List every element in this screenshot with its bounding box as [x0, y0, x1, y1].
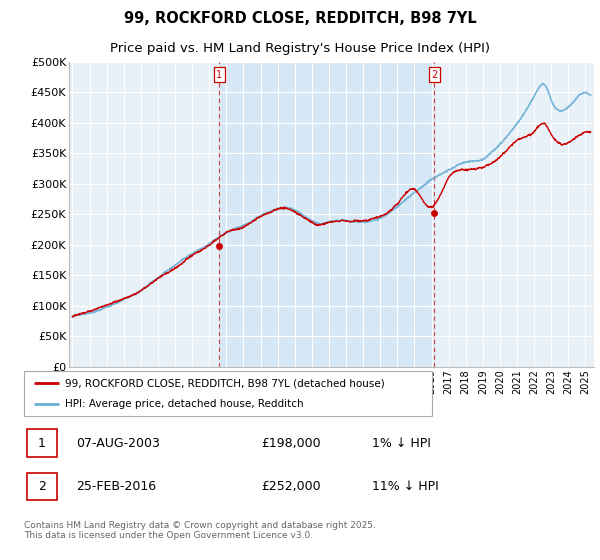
- Text: 1: 1: [38, 437, 46, 450]
- Text: 2: 2: [38, 480, 46, 493]
- Text: 07-AUG-2003: 07-AUG-2003: [76, 437, 160, 450]
- FancyBboxPatch shape: [27, 473, 57, 501]
- Text: 99, ROCKFORD CLOSE, REDDITCH, B98 7YL (detached house): 99, ROCKFORD CLOSE, REDDITCH, B98 7YL (d…: [65, 378, 385, 388]
- Text: Price paid vs. HM Land Registry's House Price Index (HPI): Price paid vs. HM Land Registry's House …: [110, 43, 490, 55]
- Text: HPI: Average price, detached house, Redditch: HPI: Average price, detached house, Redd…: [65, 399, 304, 409]
- Text: 11% ↓ HPI: 11% ↓ HPI: [372, 480, 439, 493]
- Text: 25-FEB-2016: 25-FEB-2016: [76, 480, 157, 493]
- Text: Contains HM Land Registry data © Crown copyright and database right 2025.
This d: Contains HM Land Registry data © Crown c…: [24, 521, 376, 540]
- Text: 1: 1: [217, 70, 223, 80]
- FancyBboxPatch shape: [24, 371, 432, 416]
- FancyBboxPatch shape: [27, 429, 57, 457]
- Bar: [220, 62, 434, 367]
- Text: 1% ↓ HPI: 1% ↓ HPI: [372, 437, 431, 450]
- Text: £252,000: £252,000: [262, 480, 321, 493]
- Text: 2: 2: [431, 70, 437, 80]
- Text: 99, ROCKFORD CLOSE, REDDITCH, B98 7YL: 99, ROCKFORD CLOSE, REDDITCH, B98 7YL: [124, 11, 476, 26]
- Text: £198,000: £198,000: [262, 437, 321, 450]
